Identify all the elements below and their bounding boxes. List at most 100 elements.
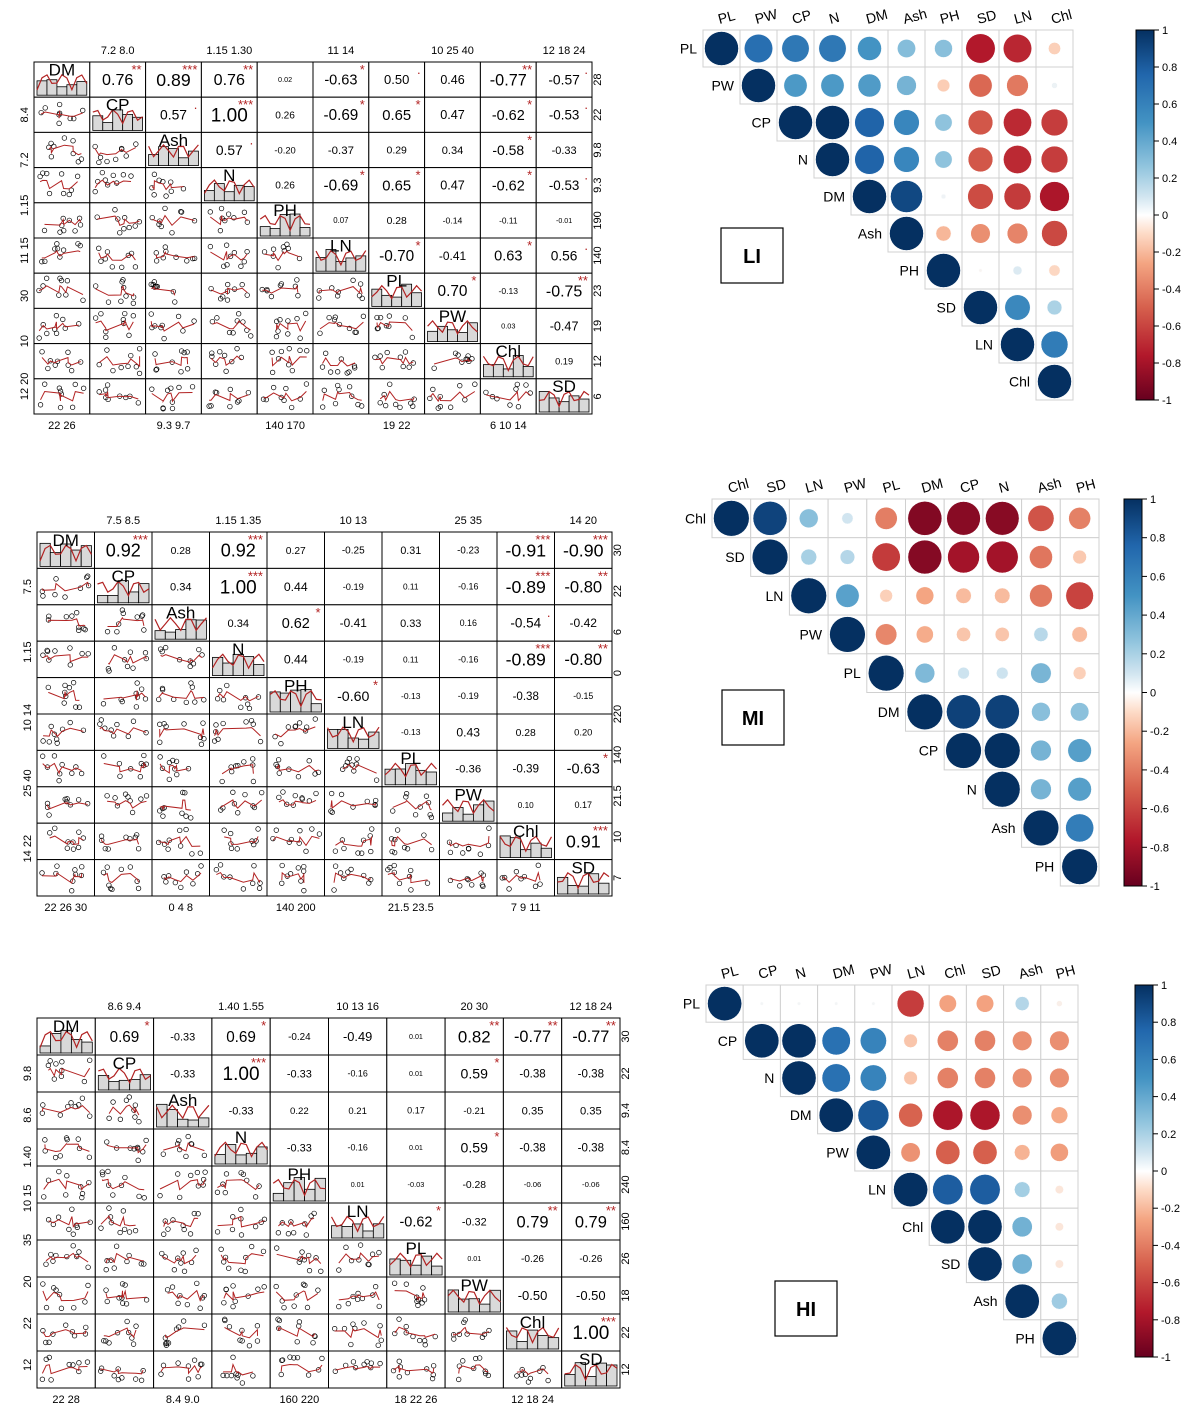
scatter-point: [136, 346, 143, 352]
matrix-cell: [269, 1239, 330, 1278]
corr-circle: [946, 694, 981, 730]
scatter-point: [106, 668, 112, 674]
scatter-point: [238, 1206, 244, 1213]
correlation-value: 0.59: [461, 1065, 489, 1081]
histogram-bar: [522, 366, 534, 378]
corr-circle: [903, 1070, 918, 1086]
scatter-point: [308, 1213, 314, 1219]
scatter-point: [52, 592, 58, 598]
scatter-point: [305, 1372, 312, 1378]
density-curve: [269, 690, 322, 708]
scatter-point: [373, 1284, 379, 1290]
correlation-value: -0.16: [347, 1069, 367, 1079]
corr-circle: [932, 1174, 964, 1206]
scatter-point: [158, 223, 164, 230]
left-axis-tick: 7.2: [19, 152, 31, 167]
scatter-point: [197, 1305, 203, 1311]
scatter-point: [118, 866, 124, 873]
scatter-point: [119, 264, 125, 270]
scatter-point: [280, 789, 286, 795]
scatter-point: [117, 773, 123, 779]
significance-stars: **: [598, 568, 608, 583]
bottom-axis-tick: 22 26: [48, 420, 76, 432]
scatter-point: [169, 230, 175, 236]
matrix-cell: [200, 96, 258, 133]
significance-stars: *: [436, 1203, 441, 1218]
density-curve: [203, 179, 255, 195]
corr-circle: [744, 34, 773, 63]
histogram-bar: [357, 738, 370, 749]
scatter-point: [213, 867, 220, 873]
scatter-point: [285, 318, 291, 324]
bottom-axis-tick: 140 170: [265, 420, 305, 432]
scatter-point: [200, 720, 206, 726]
matrix-cell: [151, 859, 210, 897]
scatter-point: [130, 718, 137, 724]
scatter-point: [515, 404, 522, 410]
colorbar-tick-label: 0.4: [1150, 610, 1165, 622]
scatter-point: [161, 335, 167, 342]
scatter-point: [525, 1379, 532, 1385]
scatter-point: [234, 399, 241, 405]
scatter-point: [291, 1303, 297, 1309]
matrix-cell: [479, 272, 537, 309]
histogram-bar: [564, 1374, 576, 1387]
row-label-DM: DM: [790, 1107, 812, 1123]
scatter-point: [223, 242, 230, 248]
matrix-cell: [324, 604, 383, 642]
scatter-point: [180, 1318, 187, 1324]
scatter-point: [253, 838, 259, 844]
scatter-point: [58, 171, 65, 177]
correlation-value: -0.50: [576, 1288, 606, 1303]
scatter-point: [391, 862, 397, 869]
histogram-bar: [279, 692, 291, 713]
matrix-cell: [496, 749, 555, 788]
loess-line: [223, 1363, 254, 1376]
column-label-PL: PL: [716, 7, 737, 27]
scatter-point: [54, 358, 61, 364]
scatter-point: [114, 803, 121, 809]
variable-name-SD: SD: [571, 858, 595, 877]
corr-circle: [1030, 778, 1052, 800]
corr-grid-cell: [1040, 1207, 1079, 1246]
scatter-point: [75, 159, 81, 165]
scatter-point: [406, 873, 413, 880]
colorbar-tick-label: 0.8: [1150, 533, 1165, 545]
loess-line: [433, 357, 473, 365]
scatter-point: [116, 1295, 122, 1301]
scatter-point: [341, 845, 347, 852]
corr-circle: [821, 1063, 851, 1093]
variable-name-DM: DM: [53, 531, 79, 550]
scatter-point: [172, 299, 178, 305]
scatter-point: [285, 724, 291, 730]
loess-line: [103, 1327, 137, 1339]
significance-stars: .: [584, 168, 588, 183]
scatter-point: [354, 756, 360, 762]
scatter-point: [336, 386, 342, 393]
scatter-point: [420, 1285, 426, 1291]
correlation-value: 0.46: [440, 73, 464, 87]
histogram-bar: [299, 227, 311, 237]
corr-grid-cell: [905, 614, 945, 655]
colorbar-tick-label: -1: [1161, 1352, 1171, 1364]
correlation-value: -0.77: [490, 71, 527, 89]
loess-line: [101, 837, 140, 845]
scatter-point: [70, 1231, 76, 1237]
scatter-point: [423, 793, 430, 799]
scatter-point: [485, 1372, 491, 1379]
scatter-point: [172, 879, 178, 886]
scatter-point: [244, 249, 250, 255]
density-curve: [389, 1252, 443, 1268]
scatter-point: [178, 884, 184, 891]
corr-circle: [818, 1097, 854, 1133]
bottom-axis-tick: 8.4 9.0: [166, 1394, 200, 1406]
scatter-point: [76, 829, 82, 835]
significance-stars: ***: [535, 641, 550, 656]
scatter-point: [43, 1339, 49, 1346]
scatter-point: [289, 404, 295, 411]
scatter-point: [338, 356, 345, 362]
scatter-point: [85, 1282, 91, 1289]
scatter-point: [230, 1283, 236, 1289]
matrix-cell: [381, 604, 440, 642]
